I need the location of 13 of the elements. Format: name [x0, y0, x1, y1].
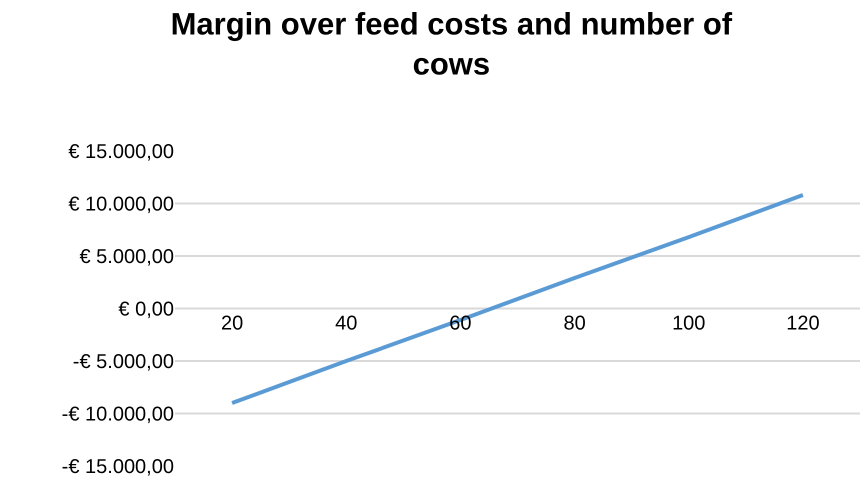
- y-tick-label: € 5.000,00: [79, 246, 174, 268]
- x-tick-label: 120: [786, 312, 820, 334]
- y-tick-label: € 0,00: [118, 298, 174, 320]
- y-tick-label: -€ 5.000,00: [72, 351, 174, 374]
- x-tick-label: 40: [335, 312, 358, 334]
- x-tick-label: 20: [220, 312, 244, 334]
- chart-title: Margin over feed costs and number of cows: [170, 6, 733, 82]
- x-tick-label: 100: [672, 312, 706, 334]
- y-tick-label: -€ 10.000,00: [62, 404, 174, 426]
- x-tick-label: 80: [563, 312, 586, 334]
- y-tick-label: -€ 15.000,00: [62, 456, 174, 478]
- y-tick-label: € 10.000,00: [68, 193, 174, 216]
- y-tick-label: € 15.000,00: [68, 140, 174, 163]
